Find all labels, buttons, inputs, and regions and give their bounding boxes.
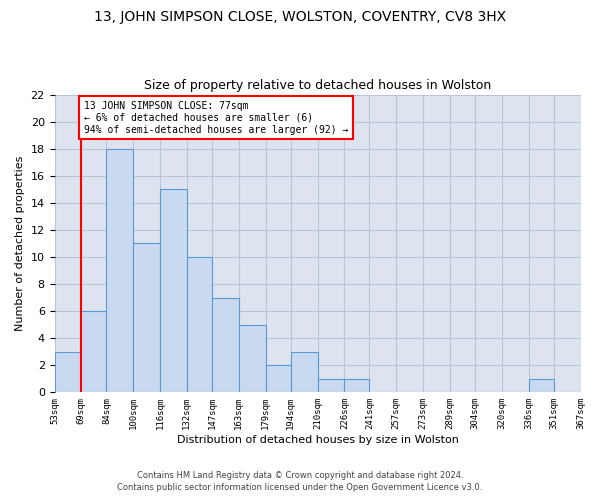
Bar <box>55 352 82 393</box>
Text: 13, JOHN SIMPSON CLOSE, WOLSTON, COVENTRY, CV8 3HX: 13, JOHN SIMPSON CLOSE, WOLSTON, COVENTR… <box>94 10 506 24</box>
Bar <box>106 148 133 392</box>
Bar <box>82 311 106 392</box>
Bar <box>133 244 160 392</box>
Y-axis label: Number of detached properties: Number of detached properties <box>15 156 25 331</box>
X-axis label: Distribution of detached houses by size in Wolston: Distribution of detached houses by size … <box>176 435 458 445</box>
Bar <box>160 190 187 392</box>
Bar <box>239 324 266 392</box>
Bar <box>266 366 291 392</box>
Title: Size of property relative to detached houses in Wolston: Size of property relative to detached ho… <box>144 79 491 92</box>
Bar <box>529 379 554 392</box>
Bar <box>212 298 239 392</box>
Bar <box>291 352 317 393</box>
Text: Contains HM Land Registry data © Crown copyright and database right 2024.
Contai: Contains HM Land Registry data © Crown c… <box>118 471 482 492</box>
Bar <box>317 379 344 392</box>
Text: 13 JOHN SIMPSON CLOSE: 77sqm
← 6% of detached houses are smaller (6)
94% of semi: 13 JOHN SIMPSON CLOSE: 77sqm ← 6% of det… <box>84 102 348 134</box>
Bar <box>344 379 370 392</box>
Bar <box>187 257 212 392</box>
